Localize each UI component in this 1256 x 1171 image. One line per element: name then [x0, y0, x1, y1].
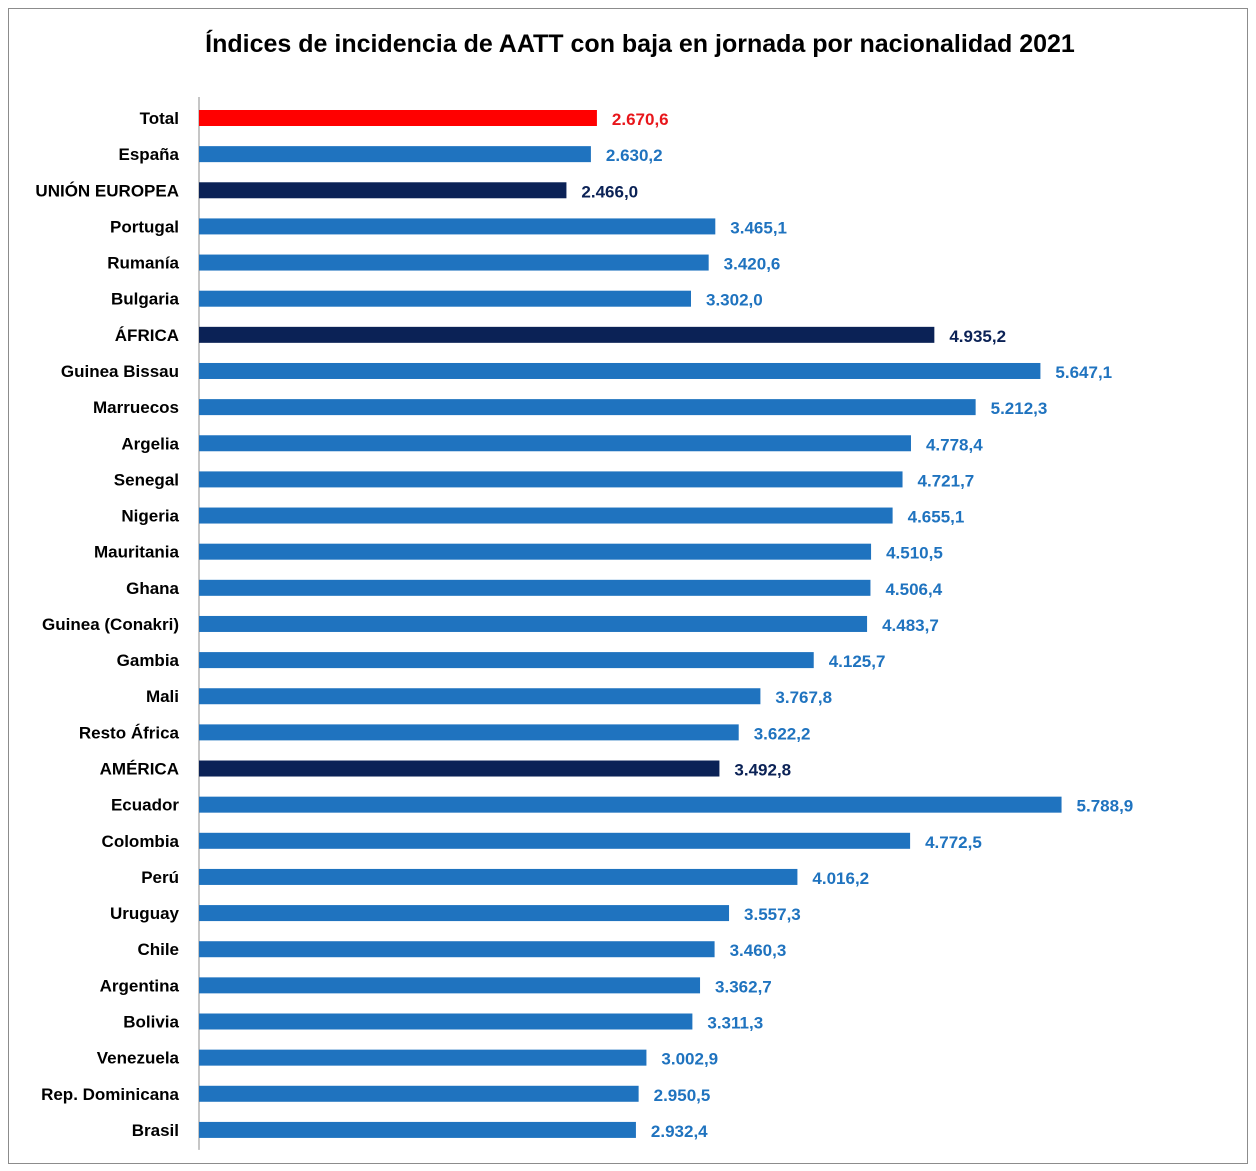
bar-portugal [199, 218, 716, 235]
value-label-chile: 3.460,3 [730, 941, 787, 960]
category-label-ecuador: Ecuador [111, 796, 179, 815]
category-label-peru: Perú [141, 868, 179, 887]
category-label-america: AMÉRICA [100, 760, 179, 779]
category-label-africa: ÁFRICA [115, 326, 179, 345]
bar-gambia [199, 652, 814, 669]
value-label-rumania: 3.420,6 [724, 255, 781, 274]
value-label-espana: 2.630,2 [606, 146, 663, 165]
bar-america [199, 760, 720, 777]
value-label-portugal: 3.465,1 [730, 218, 787, 237]
value-label-africa: 4.935,2 [949, 327, 1006, 346]
bar-senegal [199, 471, 903, 488]
category-label-portugal: Portugal [110, 217, 179, 236]
bar-ecuador [199, 796, 1062, 813]
category-label-colombia: Colombia [102, 832, 180, 851]
category-label-ghana: Ghana [126, 579, 179, 598]
bar-resto-africa [199, 724, 739, 741]
bar-argelia [199, 435, 911, 452]
category-label-total: Total [140, 109, 179, 128]
category-label-bolivia: Bolivia [123, 1013, 179, 1032]
value-label-mauritania: 4.510,5 [886, 544, 943, 563]
category-label-argentina: Argentina [100, 976, 180, 995]
category-label-rumania: Rumanía [107, 254, 179, 273]
value-label-union-europea: 2.466,0 [581, 182, 638, 201]
bar-bulgaria [199, 290, 691, 307]
category-label-espana: España [119, 145, 180, 164]
bar-nigeria [199, 507, 893, 524]
value-label-total: 2.670,6 [612, 110, 669, 129]
bar-guinea-bissau [199, 362, 1041, 379]
bar-rep-dominicana [199, 1085, 639, 1102]
value-label-rep-dominicana: 2.950,5 [654, 1086, 711, 1105]
value-label-ghana: 4.506,4 [885, 580, 942, 599]
category-label-mauritania: Mauritania [94, 543, 180, 562]
category-label-union-europea: UNIÓN EUROPEA [35, 181, 179, 200]
bar-marruecos [199, 399, 976, 416]
bar-brasil [199, 1121, 636, 1138]
chart-title: Índices de incidencia de AATT con baja e… [205, 30, 1075, 58]
category-label-senegal: Senegal [114, 470, 179, 489]
value-label-peru: 4.016,2 [812, 869, 869, 888]
bar-rumania [199, 254, 709, 271]
category-label-rep-dominicana: Rep. Dominicana [41, 1085, 179, 1104]
bar-mauritania [199, 543, 872, 560]
bar-union-europea [199, 182, 567, 199]
value-label-america: 3.492,8 [734, 761, 791, 780]
bar-peru [199, 868, 798, 885]
bar-argentina [199, 977, 701, 994]
value-label-ecuador: 5.788,9 [1077, 797, 1134, 816]
category-label-argelia: Argelia [121, 434, 179, 453]
value-label-bolivia: 3.311,3 [707, 1014, 763, 1033]
bar-total [199, 110, 597, 126]
value-label-nigeria: 4.655,1 [908, 508, 965, 527]
bar-uruguay [199, 905, 730, 922]
value-label-gambia: 4.125,7 [829, 652, 886, 671]
value-label-resto-africa: 3.622,2 [754, 724, 811, 743]
category-label-guinea-conakri: Guinea (Conakri) [42, 615, 179, 634]
bar-bolivia [199, 1013, 693, 1030]
category-label-chile: Chile [137, 940, 179, 959]
bar-ghana [199, 579, 871, 596]
category-label-mali: Mali [146, 687, 179, 706]
value-label-marruecos: 5.212,3 [991, 399, 1048, 418]
value-label-argelia: 4.778,4 [926, 435, 983, 454]
value-label-argentina: 3.362,7 [715, 977, 772, 996]
bar-chile [199, 941, 715, 958]
category-label-resto-africa: Resto África [79, 723, 180, 742]
bar-mali [199, 688, 761, 705]
value-label-senegal: 4.721,7 [918, 471, 975, 490]
category-label-brasil: Brasil [132, 1121, 179, 1140]
category-label-marruecos: Marruecos [93, 398, 179, 417]
value-label-guinea-bissau: 5.647,1 [1055, 363, 1112, 382]
bar-colombia [199, 832, 911, 849]
value-label-mali: 3.767,8 [775, 688, 832, 707]
value-label-venezuela: 3.002,9 [661, 1050, 718, 1069]
value-label-guinea-conakri: 4.483,7 [882, 616, 939, 635]
value-label-brasil: 2.932,4 [651, 1122, 708, 1141]
bar-africa [199, 326, 935, 343]
category-label-guinea-bissau: Guinea Bissau [61, 362, 179, 381]
category-label-venezuela: Venezuela [97, 1049, 180, 1068]
value-label-colombia: 4.772,5 [925, 833, 982, 852]
value-label-bulgaria: 3.302,0 [706, 291, 763, 310]
value-label-uruguay: 3.557,3 [744, 905, 801, 924]
bar-espana [199, 146, 591, 163]
category-label-nigeria: Nigeria [121, 507, 179, 526]
category-label-bulgaria: Bulgaria [111, 290, 180, 309]
category-label-uruguay: Uruguay [110, 904, 180, 923]
bar-guinea-conakri [199, 615, 868, 632]
category-label-gambia: Gambia [117, 651, 180, 670]
bar-venezuela [199, 1049, 647, 1066]
